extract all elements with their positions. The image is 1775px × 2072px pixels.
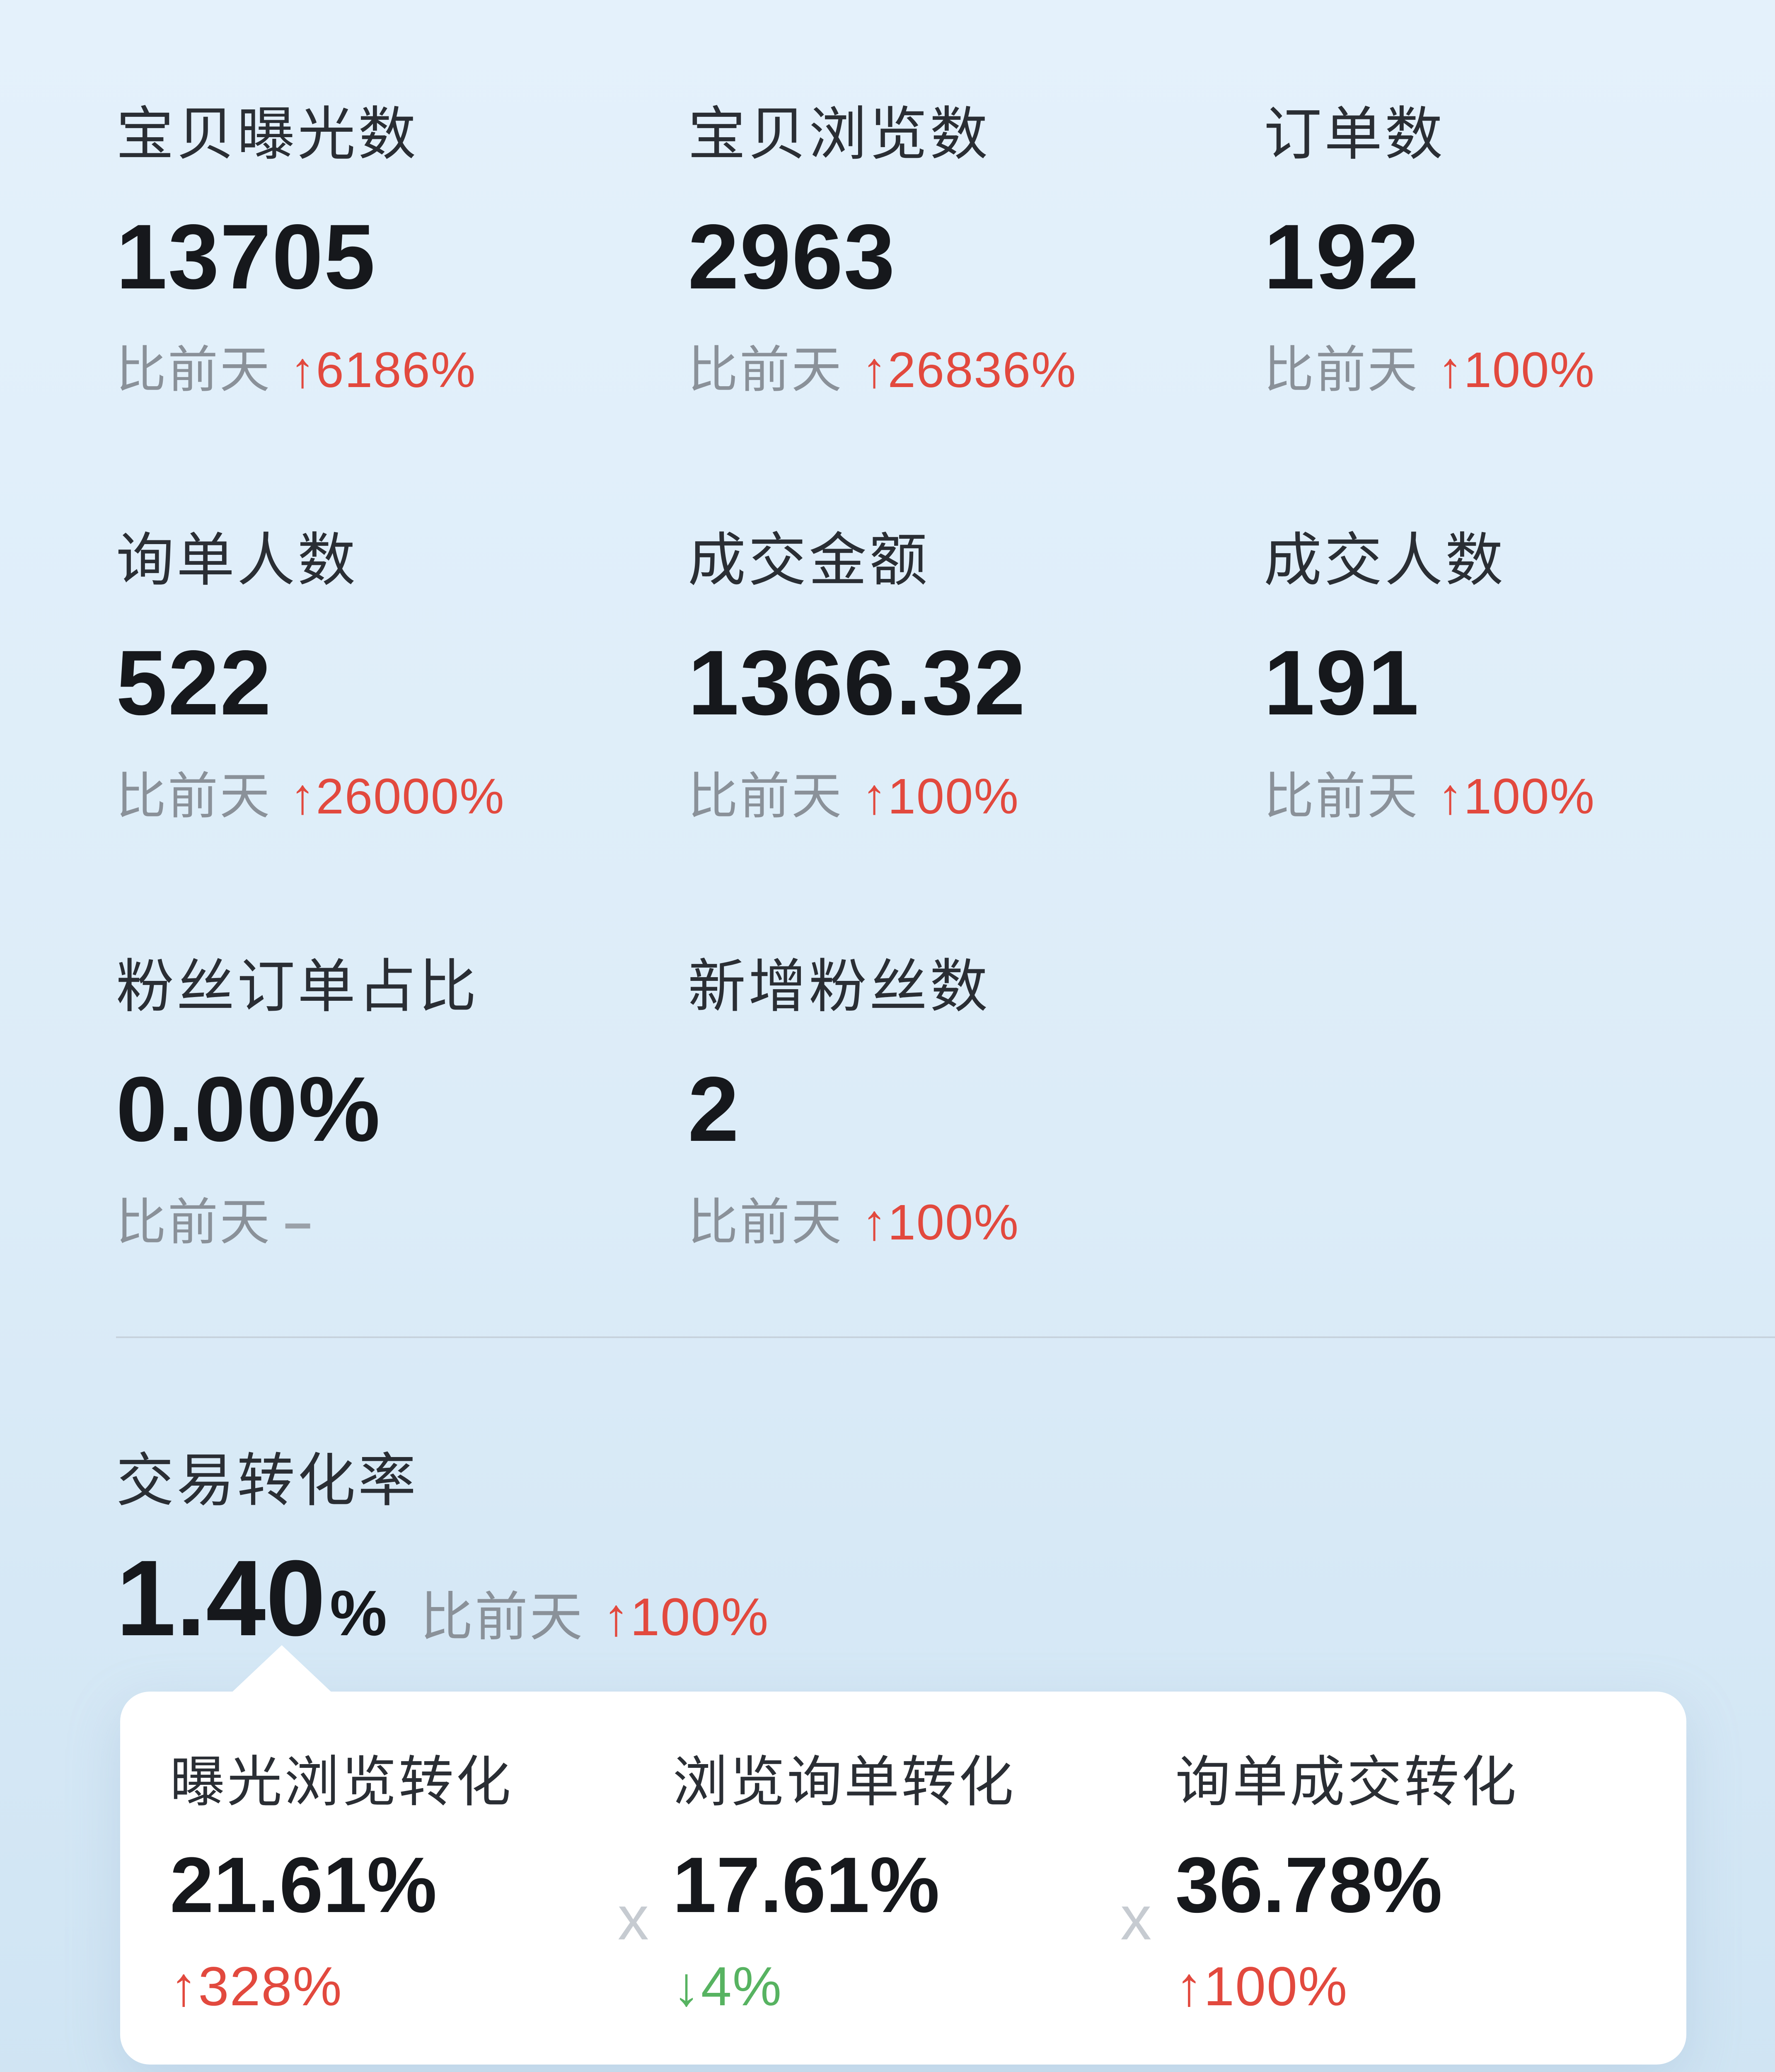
section-divider — [116, 1336, 1775, 1339]
breakdown-inquiry-deal: 询单成交转化 36.78% ↑100% — [1175, 1750, 1599, 2021]
metrics-grid: 宝贝曝光数 13705 比前天 ↑6186% 宝贝浏览数 2963 比前天 ↑268… — [116, 99, 1692, 1254]
metric-label: 询单人数 — [116, 528, 358, 593]
conversion-rate-unit: % — [330, 1577, 387, 1649]
metric-compare: 比前天 ↑100% — [1264, 765, 1692, 828]
metric-value: 192 — [1264, 206, 1420, 308]
metric-compare: 比前天 ↑26836% — [688, 339, 1264, 401]
compare-prefix: 比前天 — [1264, 767, 1420, 824]
delta-badge: ↑100% — [603, 1588, 769, 1647]
metric-label: 宝贝曝光数 — [116, 102, 419, 167]
compare-prefix: 比前天 — [1264, 341, 1420, 398]
up-arrow-icon: ↑ — [290, 767, 316, 824]
delta-value: 328% — [198, 1956, 343, 2018]
delta-badge: ↑100% — [1438, 768, 1595, 824]
delta-value: 26000% — [316, 767, 505, 824]
delta-value: 100% — [630, 1588, 769, 1647]
metric-compare: 比前天 ↑100% — [688, 765, 1264, 828]
delta-value: 100% — [1204, 1956, 1348, 2018]
up-arrow-icon: ↑ — [290, 341, 316, 398]
conversion-section: 交易转化率 1.40 % 比前天 ↑100% 曝光浏览转化 21.61% ↑328… — [116, 1446, 1692, 2065]
multiply-separator: x — [1120, 1883, 1152, 1953]
compare-prefix: 比前天 — [116, 767, 272, 824]
breakdown-label: 曝光浏览转化 — [170, 1752, 513, 1813]
metric-value: 1366.32 — [688, 632, 1026, 735]
conversion-compare: 比前天 ↑100% — [420, 1574, 769, 1651]
breakdown-delta-up: ↑328% — [170, 1952, 594, 2021]
delta-badge: ↑26000% — [290, 768, 505, 824]
breakdown-view-inquiry: 浏览询单转化 17.61% ↓4% — [672, 1750, 1096, 2021]
metric-value: 191 — [1264, 632, 1420, 735]
metric-card-new-fans: 新增粉丝数 2 比前天 ↑100% — [688, 952, 1264, 1254]
up-arrow-icon: ↑ — [862, 341, 888, 398]
delta-badge: ↑26836% — [862, 341, 1077, 398]
compare-prefix: 比前天 — [688, 1194, 844, 1251]
delta-value: 100% — [1463, 767, 1595, 824]
delta-badge-flat: – — [284, 1194, 312, 1250]
metric-label: 成交金额 — [688, 528, 930, 593]
breakdown-value: 17.61% — [672, 1841, 940, 1929]
metric-card-buyers: 成交人数 191 比前天 ↑100% — [1264, 525, 1692, 827]
up-arrow-icon: ↑ — [602, 1588, 630, 1647]
delta-badge: ↑100% — [862, 768, 1019, 824]
up-arrow-icon: ↑ — [170, 1956, 198, 2018]
metric-label: 订单数 — [1264, 102, 1446, 167]
conversion-breakdown-card: 曝光浏览转化 21.61% ↑328% x 浏览询单转化 17.61% ↓4% … — [120, 1645, 1686, 2065]
delta-value: 100% — [888, 767, 1019, 824]
delta-value: 6186% — [316, 341, 476, 398]
metric-label: 新增粉丝数 — [688, 954, 991, 1019]
metric-card-item-exposure: 宝贝曝光数 13705 比前天 ↑6186% — [116, 99, 688, 401]
metric-compare: 比前天 ↑6186% — [116, 339, 688, 401]
metric-value: 2 — [688, 1058, 740, 1161]
conversion-value-row: 1.40 % 比前天 ↑100% — [116, 1544, 1692, 1652]
metric-card-gmv: 成交金额 1366.32 比前天 ↑100% — [688, 525, 1264, 827]
breakdown-label: 浏览询单转化 — [672, 1752, 1016, 1813]
delta-badge: ↑100% — [862, 1194, 1019, 1250]
breakdown-label: 询单成交转化 — [1175, 1752, 1519, 1813]
metric-value: 13705 — [116, 206, 376, 308]
metric-card-orders: 订单数 192 比前天 ↑100% — [1264, 99, 1692, 401]
metric-value: 0.00% — [116, 1058, 381, 1161]
metric-card-inquiry-users: 询单人数 522 比前天 ↑26000% — [116, 525, 688, 827]
metric-card-item-views: 宝贝浏览数 2963 比前天 ↑26836% — [688, 99, 1264, 401]
up-arrow-icon: ↑ — [1175, 1956, 1204, 2018]
metric-compare: 比前天 ↑100% — [688, 1191, 1264, 1254]
breakdown-exposure-view: 曝光浏览转化 21.61% ↑328% — [170, 1750, 594, 2021]
up-arrow-icon: ↑ — [1438, 767, 1464, 824]
up-arrow-icon: ↑ — [1438, 341, 1464, 398]
delta-badge: ↑6186% — [290, 341, 476, 398]
delta-badge: ↑100% — [1438, 341, 1595, 398]
compare-prefix: 比前天 — [688, 341, 844, 398]
delta-value: 4% — [701, 1956, 783, 2018]
metric-label: 宝贝浏览数 — [688, 102, 991, 167]
breakdown-value: 36.78% — [1175, 1841, 1443, 1929]
metric-compare: 比前天 – — [116, 1191, 688, 1254]
breakdown-delta-down: ↓4% — [672, 1952, 1096, 2021]
bubble-tail-pointer — [230, 1645, 334, 1694]
multiply-separator: x — [617, 1883, 649, 1953]
metric-label: 粉丝订单占比 — [116, 954, 479, 1019]
delta-value: 26836% — [888, 341, 1077, 398]
down-arrow-icon: ↓ — [672, 1956, 701, 2018]
up-arrow-icon: ↑ — [862, 1194, 888, 1251]
conversion-rate-label: 交易转化率 — [116, 1448, 419, 1513]
conversion-rate-value: 1.40 — [116, 1538, 326, 1659]
compare-prefix: 比前天 — [116, 1194, 272, 1251]
delta-value: 100% — [888, 1194, 1019, 1251]
breakdown-delta-up: ↑100% — [1175, 1952, 1599, 2021]
delta-value: 100% — [1463, 341, 1595, 398]
metric-label: 成交人数 — [1264, 528, 1506, 593]
metric-compare: 比前天 ↑100% — [1264, 339, 1692, 401]
breakdown-value: 21.61% — [170, 1841, 437, 1929]
metric-card-fan-order-ratio: 粉丝订单占比 0.00% 比前天 – — [116, 952, 688, 1254]
metric-value: 522 — [116, 632, 272, 735]
compare-prefix: 比前天 — [420, 1588, 584, 1647]
up-arrow-icon: ↑ — [862, 767, 888, 824]
compare-prefix: 比前天 — [688, 767, 844, 824]
compare-prefix: 比前天 — [116, 341, 272, 398]
metric-compare: 比前天 ↑26000% — [116, 765, 688, 828]
metric-value: 2963 — [688, 206, 896, 308]
delta-value: – — [284, 1194, 313, 1251]
